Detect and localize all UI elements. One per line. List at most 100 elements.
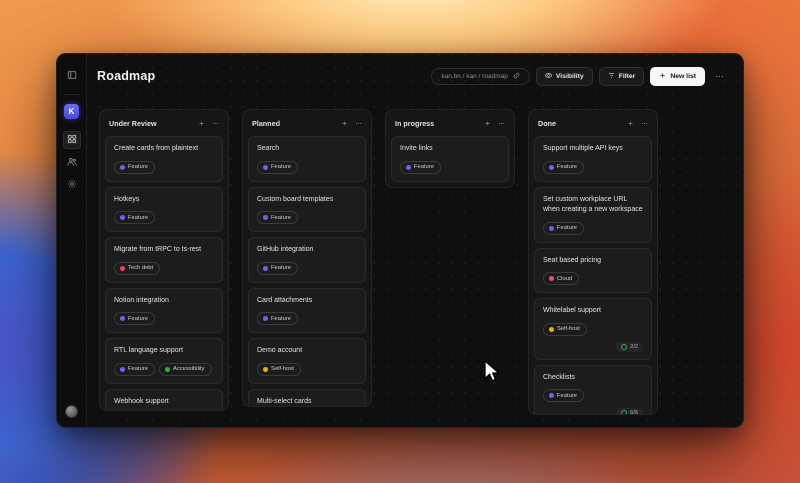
- card-title: Migrate from tRPC to ts-rest: [114, 246, 202, 253]
- add-card-button[interactable]: [482, 118, 492, 128]
- card-title: Demo account: [257, 347, 303, 354]
- card-label: Self-host: [257, 362, 301, 376]
- label-color-dot: [120, 215, 125, 220]
- card[interactable]: Webhook support Feature: [105, 388, 223, 410]
- board: Under Review Create cards from plaintext…: [87, 98, 743, 427]
- card[interactable]: Notion integration Feature: [105, 287, 223, 333]
- card-label: Feature: [400, 160, 441, 174]
- sidebar-item-boards[interactable]: [62, 131, 81, 149]
- card-labels: Feature: [400, 160, 500, 174]
- list-header: Under Review: [105, 115, 223, 136]
- sidebar-item-settings[interactable]: [64, 177, 80, 193]
- card[interactable]: Checklists Feature 6/6: [534, 364, 652, 414]
- label-color-dot: [263, 265, 268, 271]
- list-menu-button[interactable]: [496, 118, 506, 128]
- list-title: Under Review: [109, 118, 157, 128]
- card-labels: Feature: [114, 211, 214, 224]
- users-icon: [66, 154, 77, 172]
- sidebar-divider: [64, 94, 79, 95]
- card-title: Webhook support: [114, 397, 169, 405]
- card-label: Feature: [543, 160, 584, 174]
- card[interactable]: Invite links Feature: [391, 136, 509, 182]
- card[interactable]: Migrate from tRPC to ts-rest Tech debt: [105, 237, 223, 283]
- breadcrumb[interactable]: kan.bn / kan / roadmap: [431, 67, 530, 85]
- card-label: Feature: [257, 312, 298, 325]
- card-title: Invite links: [400, 145, 433, 152]
- card-labels: Feature: [114, 312, 214, 325]
- add-card-button[interactable]: [196, 118, 206, 128]
- checklist-badge: 2/2: [616, 341, 643, 352]
- label-color-dot: [263, 366, 268, 372]
- card-title: Create cards from plaintext: [114, 145, 199, 152]
- card[interactable]: Set custom workplace URL when creating a…: [534, 186, 652, 243]
- card[interactable]: Custom board templates Feature: [248, 186, 366, 232]
- card-title: RTL language support: [114, 347, 183, 354]
- card[interactable]: Support multiple API keys Feature: [534, 136, 652, 182]
- eye-icon: [544, 72, 552, 81]
- label-color-dot: [549, 164, 554, 170]
- list-column: Under Review Create cards from plaintext…: [99, 109, 229, 411]
- list-menu-button[interactable]: [210, 118, 220, 128]
- card-label: Feature: [257, 211, 298, 224]
- new-list-button[interactable]: New list: [650, 66, 705, 86]
- checklist-progress-icon: [621, 343, 628, 350]
- user-avatar[interactable]: [65, 405, 78, 418]
- new-list-label: New list: [670, 72, 696, 80]
- card-list: Invite links Feature: [391, 136, 509, 182]
- card[interactable]: Seat based pricing Cloud: [534, 247, 652, 293]
- add-card-button[interactable]: [339, 118, 349, 128]
- card-label: Self-host: [543, 322, 587, 336]
- label-color-dot: [120, 366, 125, 372]
- card-label: Feature: [543, 389, 584, 402]
- card-title: Notion integration: [114, 296, 169, 304]
- visibility-button[interactable]: Visibility: [535, 66, 593, 86]
- workspace-logo[interactable]: K: [64, 104, 79, 119]
- plus-icon: [659, 72, 666, 81]
- label-color-dot: [549, 225, 554, 231]
- list-menu-button[interactable]: [639, 118, 649, 128]
- board-more-button[interactable]: ⋯: [715, 70, 725, 81]
- label-color-dot: [263, 164, 268, 170]
- plus-icon: [627, 114, 634, 132]
- label-color-dot: [263, 316, 268, 321]
- list-menu-button[interactable]: [353, 118, 363, 128]
- card[interactable]: Multi-select cards Feature: [248, 388, 366, 406]
- label-color-dot: [120, 316, 125, 321]
- list-header: Done: [534, 115, 652, 136]
- list-column: Planned Search Feature Custom board temp…: [242, 109, 372, 407]
- boards-grid-icon: [67, 131, 77, 149]
- ellipsis-icon: [355, 114, 362, 132]
- card[interactable]: Hotkeys Feature: [105, 186, 223, 232]
- ellipsis-icon: [498, 114, 505, 132]
- sidebar: K: [57, 54, 87, 427]
- list-header: In progress: [391, 115, 509, 136]
- filter-button[interactable]: Filter: [598, 66, 645, 86]
- checklist-progress-icon: [621, 410, 628, 414]
- label-color-dot: [164, 366, 170, 372]
- sidebar-item-members[interactable]: [64, 155, 80, 171]
- card[interactable]: Create cards from plaintext Feature: [105, 136, 223, 182]
- card-labels: Feature: [257, 261, 357, 275]
- card[interactable]: Demo account Self-host: [248, 338, 366, 384]
- plus-icon: [341, 114, 348, 132]
- checklist-row: 2/2: [543, 341, 643, 352]
- card[interactable]: Whitelabel support Self-host 2/2: [534, 298, 652, 360]
- card[interactable]: Search Feature: [248, 136, 366, 182]
- app-window: K Roadmap kan.bn / kan / roadmap: [56, 53, 744, 428]
- label-color-dot: [549, 276, 554, 281]
- label-color-dot: [549, 393, 554, 398]
- collapse-sidebar-button[interactable]: [64, 68, 80, 84]
- add-card-button[interactable]: [625, 118, 635, 128]
- card[interactable]: GitHub integration Feature: [248, 237, 366, 283]
- card-label: Feature: [114, 312, 155, 325]
- card-title: Hotkeys: [114, 195, 140, 203]
- card[interactable]: Card attachments Feature: [248, 287, 366, 333]
- card[interactable]: RTL language support Feature Accessibilit…: [105, 338, 223, 384]
- card-title: Card attachments: [257, 296, 313, 304]
- list-title: In progress: [395, 118, 435, 128]
- ellipsis-icon: [212, 114, 219, 132]
- card-label: Cloud: [543, 272, 580, 285]
- card-label: Feature: [257, 160, 298, 174]
- board-topbar: Roadmap kan.bn / kan / roadmap Visibilit…: [87, 54, 743, 98]
- card-labels: Feature: [543, 221, 643, 235]
